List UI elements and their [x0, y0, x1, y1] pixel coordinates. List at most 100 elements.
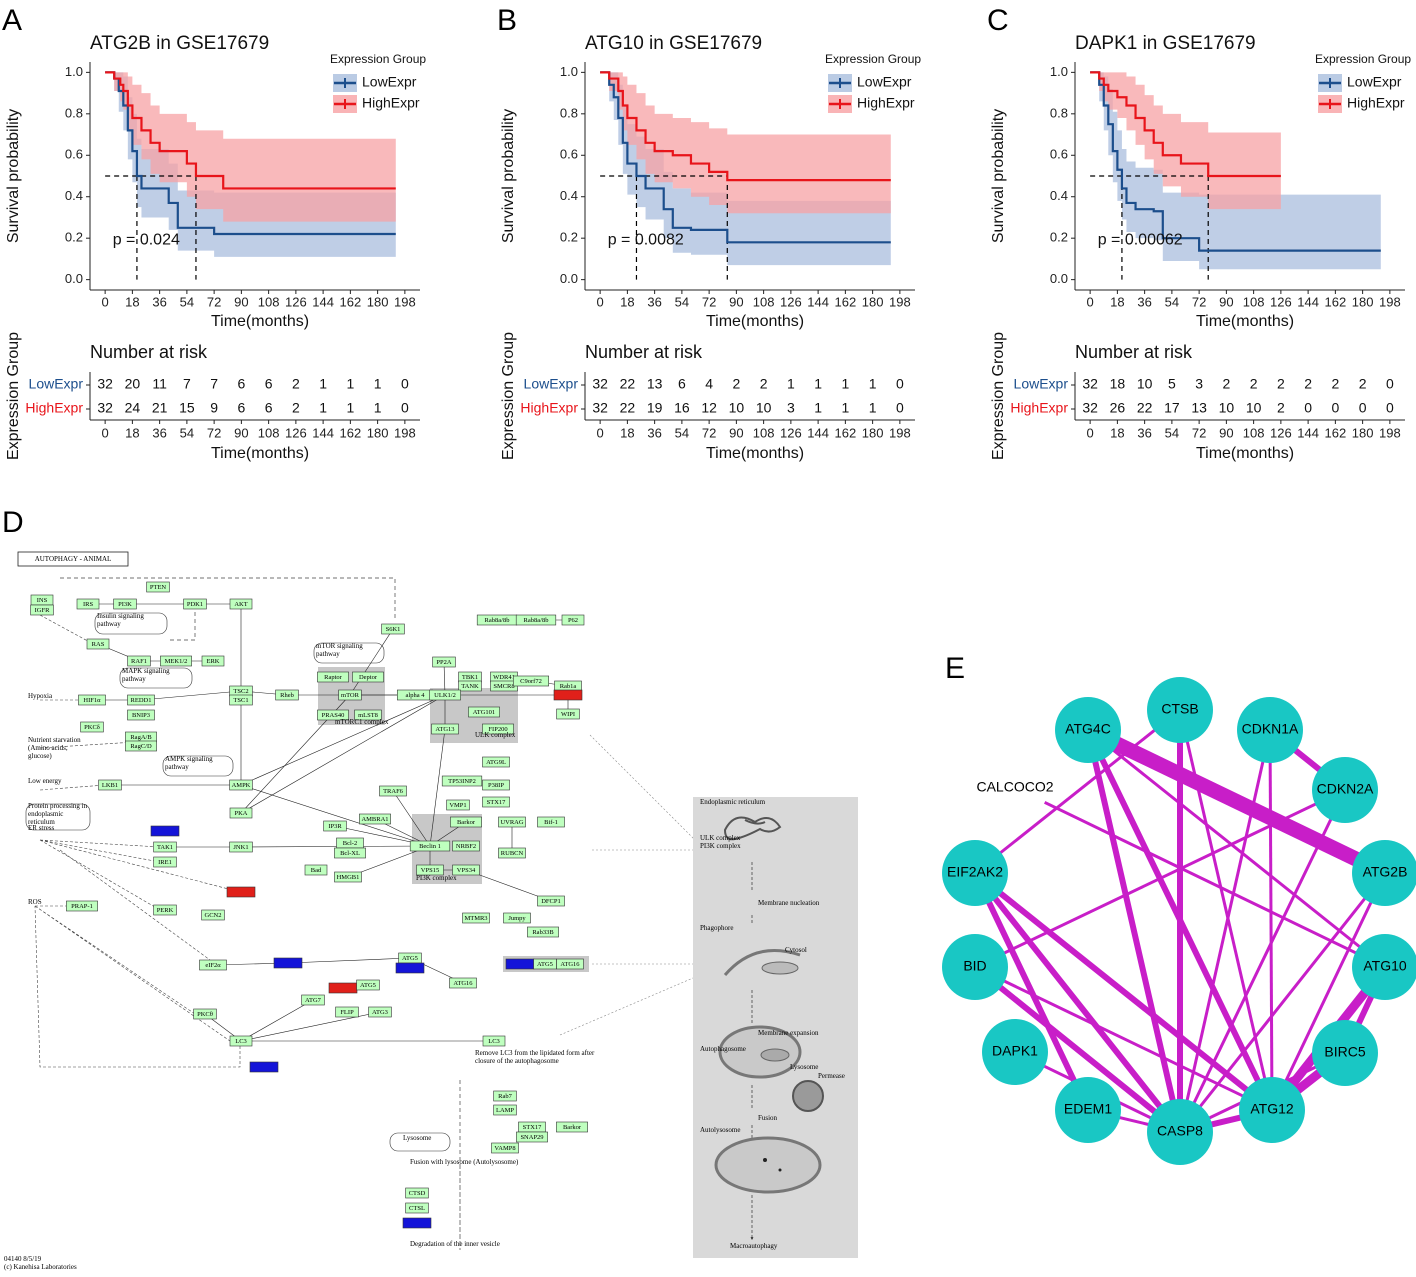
- network-node: [982, 1019, 1048, 1085]
- gene-node: [354, 709, 382, 721]
- risk-count: 18: [1110, 376, 1126, 392]
- gene-label: Deptor: [359, 674, 378, 681]
- gene-label: PTEN: [150, 584, 167, 591]
- gene-label: LC3: [488, 1038, 500, 1045]
- risk-count: 6: [265, 400, 273, 416]
- network-node: [1237, 697, 1303, 763]
- pathway-background: [17, 551, 858, 1258]
- gene-label: Rab8a/8b: [485, 617, 510, 624]
- confidence-band: [105, 72, 396, 222]
- survival-curve: [1090, 71, 1281, 178]
- risk-x-tick-label: 144: [1297, 425, 1319, 440]
- y-tick-label: 0.4: [65, 188, 83, 203]
- pathway-arrow: [240, 694, 446, 786]
- legend-label: LowExpr: [1347, 74, 1402, 90]
- gene-label: VPS15: [421, 867, 439, 874]
- gene-label: TBK1: [462, 674, 478, 681]
- gene-node: [127, 655, 151, 667]
- pathway-text: Membrane expansion: [758, 1029, 819, 1037]
- risk-count: 32: [97, 400, 113, 416]
- pathway-arrow: [240, 1011, 381, 1042]
- gene-node: [452, 840, 480, 852]
- pathway-text: Macroautophagy: [730, 1242, 778, 1250]
- gene-node: [76, 598, 100, 610]
- risk-count: 20: [125, 376, 141, 392]
- network-label: CTSB: [1161, 701, 1198, 717]
- risk-count: 4: [705, 376, 713, 392]
- gene-label: MEK1/2: [165, 658, 188, 665]
- gene-label: PERK: [157, 907, 174, 914]
- risk-x-tick-label: 36: [1137, 425, 1151, 440]
- pathway-arrow: [443, 661, 447, 696]
- x-axis-label: Time(months): [211, 313, 309, 330]
- x-tick-label: 144: [807, 294, 829, 309]
- gene-node: [553, 689, 583, 701]
- gene-label: ATG5: [402, 955, 418, 962]
- y-tick-label: 0.2: [1050, 230, 1068, 245]
- gene-node: [146, 581, 170, 593]
- network-label: ATG12: [1250, 1101, 1294, 1117]
- gene-label: BNIP3: [132, 712, 150, 719]
- gene-label: VMP1: [449, 802, 466, 809]
- network-node: [942, 934, 1008, 1000]
- risk-x-tick-label: 126: [285, 425, 307, 440]
- network-node: [1055, 697, 1121, 763]
- pathway-text: Autophagosome: [700, 1045, 746, 1053]
- risk-count: 1: [319, 376, 327, 392]
- gene-label: IRS: [83, 601, 94, 608]
- y-tick-label: 0.6: [560, 147, 578, 162]
- risk-row-label: LowExpr: [524, 376, 579, 392]
- gene-node: [482, 723, 514, 735]
- gene-node: [226, 886, 256, 898]
- gene-node: [449, 977, 477, 989]
- risk-count: 0: [1359, 400, 1367, 416]
- network-edge: [1178, 872, 1387, 1133]
- gene-node: [458, 680, 482, 692]
- chart-title: DAPK1 in GSE17679: [1075, 33, 1256, 54]
- gene-label: RAF1: [131, 658, 147, 665]
- risk-count: 2: [292, 400, 300, 416]
- pathway-text: Degradation of the inner vesicle: [410, 1240, 500, 1248]
- gene-label: PKCδ: [84, 724, 100, 731]
- gene-node: [431, 723, 459, 735]
- risk-x-tick-label: 162: [835, 425, 857, 440]
- network-node: [1147, 677, 1213, 743]
- gene-node: [127, 694, 155, 706]
- gene-label: Bif-1: [544, 819, 558, 826]
- y-tick-label: 0.4: [1050, 188, 1068, 203]
- risk-count: 1: [346, 400, 354, 416]
- gene-node: [527, 926, 559, 938]
- gene-label: TSC1: [233, 697, 248, 704]
- x-tick-label: 18: [125, 294, 139, 309]
- network-edge: [1087, 728, 1386, 969]
- y-tick-label: 0.0: [560, 271, 578, 286]
- gene-node: [80, 721, 104, 733]
- gene-node: [516, 1131, 548, 1143]
- gene-label: ATG16: [453, 980, 473, 987]
- gene-label: Beclin 1: [419, 843, 441, 850]
- gene-label: HMGB1: [337, 874, 360, 881]
- risk-title: Number at risk: [585, 342, 703, 362]
- x-tick-label: 0: [597, 294, 604, 309]
- survival-curve: [105, 71, 396, 190]
- x-tick-label: 162: [1325, 294, 1347, 309]
- gene-node: [229, 598, 253, 610]
- gene-node: [317, 671, 349, 683]
- gene-label: IRE1: [158, 859, 172, 866]
- y-tick-label: 0.6: [1050, 147, 1068, 162]
- panel-letter: D: [2, 506, 24, 539]
- risk-count: 0: [1386, 400, 1394, 416]
- risk-count: 32: [592, 376, 608, 392]
- pathway-arrow: [240, 694, 446, 814]
- gene-label: STX17: [523, 1124, 543, 1131]
- risk-count: 1: [787, 376, 795, 392]
- gene-label: LKB1: [102, 782, 118, 789]
- gene-node: [66, 900, 98, 912]
- pathway-text: Fusion with lysosome (Autolysosome): [410, 1158, 519, 1166]
- network-edge: [1178, 789, 1347, 1133]
- gene-node: [304, 864, 328, 876]
- risk-count: 26: [1110, 400, 1126, 416]
- x-tick-label: 108: [258, 294, 280, 309]
- gene-node: [334, 871, 362, 883]
- gene-node: [150, 825, 180, 837]
